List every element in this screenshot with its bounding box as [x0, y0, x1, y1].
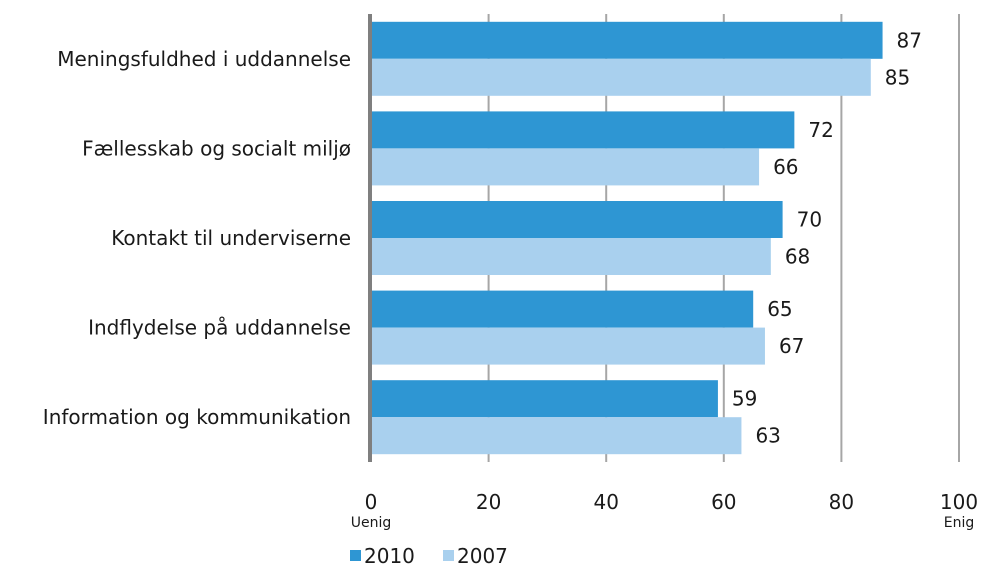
- data-label-2010-indflydelse-pa-uddannelse: 65: [767, 297, 792, 321]
- data-label-2010-meningsfuldhed-i-uddannelse: 87: [897, 28, 922, 52]
- axis-end-labels: Uenig Enig: [351, 515, 975, 531]
- data-label-2010-kontakt-til-underviserne: 70: [797, 208, 822, 232]
- axis-max-end-label: Enig: [944, 515, 975, 531]
- bar-2007-indflydelse-pa-uddannelse: [371, 327, 765, 365]
- data-labels: 87 85 72 66 70 68 65 67 59 63: [732, 28, 922, 447]
- data-label-2007-meningsfuldhed-i-uddannelse: 85: [885, 65, 910, 89]
- bar-2010-indflydelse-pa-uddannelse: [371, 290, 754, 328]
- x-tick-label: 0: [365, 490, 378, 514]
- category-label-information-og-kommunikation: Information og kommunikation: [43, 405, 351, 429]
- bar-2010-meningsfuldhed-i-uddannelse: [371, 21, 883, 59]
- y-axis: [368, 14, 372, 462]
- x-tick-labels: 0 20 40 60 80 100: [365, 490, 978, 514]
- bar-2010-f-llesskab-og-socialt-milj: [371, 111, 795, 149]
- x-tick-label: 40: [593, 490, 618, 514]
- bar-2010-kontakt-til-underviserne: [371, 201, 783, 238]
- axis-min-end-label: Uenig: [351, 515, 392, 531]
- bar-2007-kontakt-til-underviserne: [371, 238, 771, 275]
- legend-swatch-2010: [350, 550, 361, 561]
- data-label-2007-kontakt-til-underviserne: 68: [785, 245, 810, 269]
- y-axis-line: [368, 14, 372, 462]
- category-label-indflydelse-pa-uddannelse: Indflydelse på uddannelse: [88, 316, 351, 340]
- data-label-2007-f-llesskab-og-socialt-milj: 66: [773, 155, 798, 179]
- x-tick-label: 60: [711, 490, 736, 514]
- category-label-kontakt-til-underviserne: Kontakt til underviserne: [111, 226, 351, 250]
- legend-label-2010: 2010: [364, 544, 415, 568]
- data-label-2007-information-og-kommunikation: 63: [755, 424, 780, 448]
- legend: 2010 2007: [350, 544, 508, 568]
- x-tick-label: 100: [940, 490, 978, 514]
- bar-2007-meningsfuldhed-i-uddannelse: [371, 58, 871, 96]
- category-labels: Meningsfuldhed i uddannelse Fællesskab og…: [43, 47, 351, 429]
- legend-swatch-2007: [443, 550, 454, 561]
- x-tick-label: 80: [829, 490, 854, 514]
- data-label-2007-indflydelse-pa-uddannelse: 67: [779, 334, 804, 358]
- bars: [371, 21, 883, 455]
- data-label-2010-information-og-kommunikation: 59: [732, 387, 757, 411]
- data-label-2010-f-llesskab-og-socialt-milj: 72: [808, 118, 833, 142]
- bar-2010-information-og-kommunikation: [371, 380, 718, 418]
- bar-2007-information-og-kommunikation: [371, 417, 742, 455]
- legend-label-2007: 2007: [457, 544, 508, 568]
- bar-2007-f-llesskab-og-socialt-milj: [371, 148, 760, 186]
- x-tick-label: 20: [476, 490, 501, 514]
- category-label-f-llesskab-og-socialt-milj: Fællesskab og socialt miljø: [82, 136, 351, 160]
- category-label-meningsfuldhed-i-uddannelse: Meningsfuldhed i uddannelse: [57, 47, 351, 71]
